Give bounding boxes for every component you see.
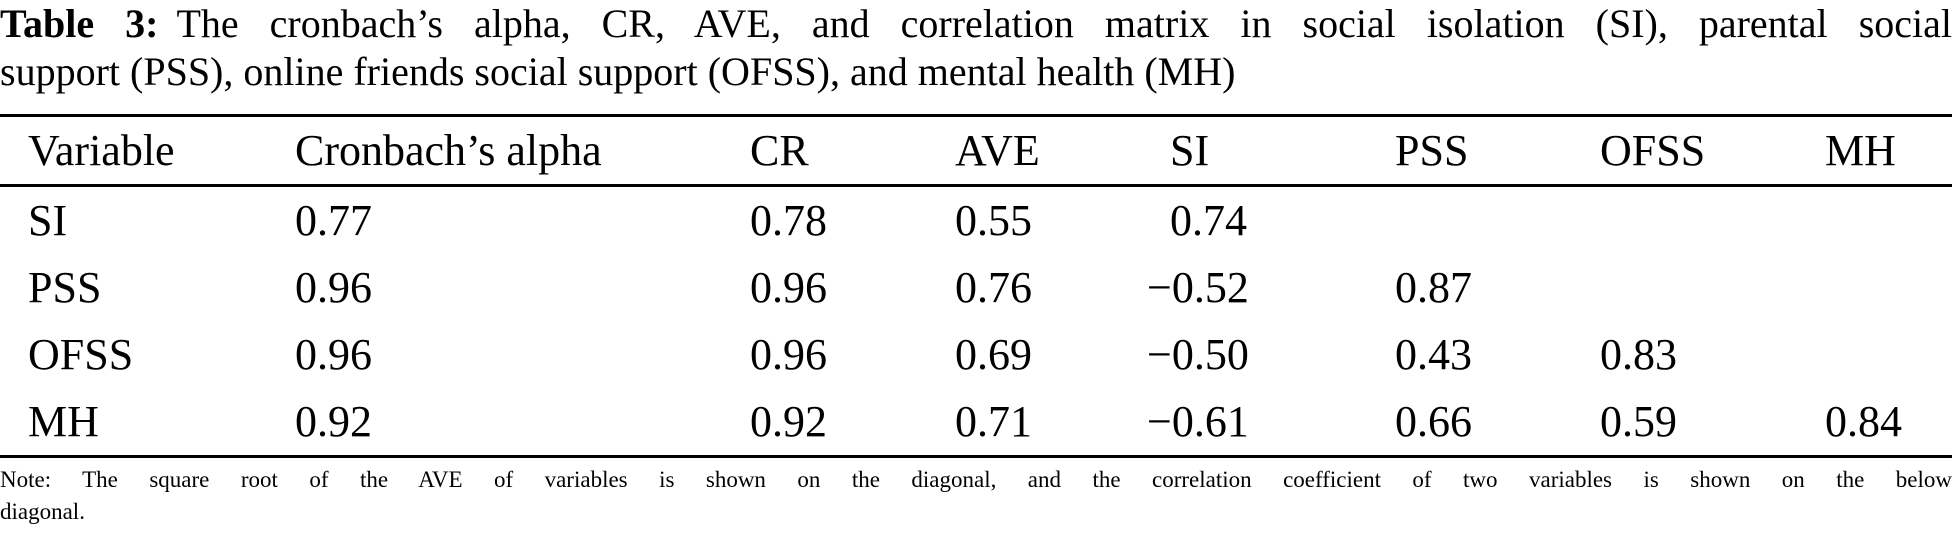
- table-cell: 0.69: [955, 330, 1032, 379]
- row-label: OFSS: [28, 330, 134, 379]
- table-cell: −0.52: [1147, 263, 1249, 312]
- table-cell: [1797, 254, 1952, 321]
- column-header-si: SI: [1142, 115, 1367, 187]
- table-cell: 0.76: [955, 263, 1032, 312]
- table-cell: −0.50: [1147, 330, 1249, 379]
- column-header-cronbachs-alpha: Cronbach’s alpha: [267, 115, 722, 187]
- caption-text-line-1: The cronbach’s alpha, CR, AVE, and corre…: [176, 1, 1952, 46]
- table-note: Note: The square root of the AVE of vari…: [0, 464, 1952, 528]
- column-header-ofss: OFSS: [1572, 115, 1797, 187]
- column-header-cr: CR: [722, 115, 927, 187]
- table-cell: 0.83: [1600, 330, 1677, 379]
- table-cell: 0.78: [750, 196, 827, 245]
- table-cell: 0.92: [750, 397, 827, 446]
- table-row-ofss: OFSS 0.96 0.96 0.69 −0.50 0.43 0.83: [0, 321, 1952, 388]
- table-cell: 0.84: [1825, 397, 1902, 446]
- note-line-1: Note: The square root of the AVE of vari…: [0, 467, 1952, 492]
- table-body: SI 0.77 0.78 0.55 0.74 PSS 0.96 0.96 0.7…: [0, 186, 1952, 457]
- table-row-si: SI 0.77 0.78 0.55 0.74: [0, 186, 1952, 255]
- table-cell: 0.71: [955, 397, 1032, 446]
- table-cell: 0.96: [750, 263, 827, 312]
- table-cell: 0.87: [1395, 263, 1472, 312]
- row-label: PSS: [28, 263, 102, 312]
- table-cell: [1797, 186, 1952, 255]
- table-cell: [1572, 186, 1797, 255]
- table-cell: [1367, 186, 1572, 255]
- row-label: SI: [28, 196, 68, 245]
- column-header-ave: AVE: [927, 115, 1142, 187]
- correlation-matrix-table: Variable Cronbach’s alpha CR AVE SI PSS …: [0, 114, 1952, 458]
- table-cell: 0.96: [750, 330, 827, 379]
- column-header-mh: MH: [1797, 115, 1952, 187]
- note-line-2: diagonal.: [0, 499, 85, 524]
- table-cell: 0.96: [295, 330, 372, 379]
- table-header: Variable Cronbach’s alpha CR AVE SI PSS …: [0, 115, 1952, 187]
- table-cell: 0.74: [1170, 196, 1247, 245]
- row-label: MH: [28, 397, 99, 446]
- table-cell: 0.55: [955, 196, 1032, 245]
- table-caption: Table 3: The cronbach’s alpha, CR, AVE, a…: [0, 0, 1952, 96]
- table-row-mh: MH 0.92 0.92 0.71 −0.61 0.66 0.59 0.84: [0, 388, 1952, 457]
- table-cell: [1797, 321, 1952, 388]
- table-cell: [1572, 254, 1797, 321]
- table-cell: 0.43: [1395, 330, 1472, 379]
- caption-line-2: support (PSS), online friends social sup…: [0, 49, 1236, 94]
- header-row: Variable Cronbach’s alpha CR AVE SI PSS …: [0, 115, 1952, 187]
- table-row-pss: PSS 0.96 0.96 0.76 −0.52 0.87: [0, 254, 1952, 321]
- table-cell: 0.92: [295, 397, 372, 446]
- caption-label: Table 3:: [0, 1, 159, 46]
- table-cell: 0.77: [295, 196, 372, 245]
- table-cell: −0.61: [1147, 397, 1249, 446]
- column-header-pss: PSS: [1367, 115, 1572, 187]
- table-cell: 0.96: [295, 263, 372, 312]
- table-cell: 0.66: [1395, 397, 1472, 446]
- column-header-variable: Variable: [0, 115, 267, 187]
- caption-line-1: Table 3: The cronbach’s alpha, CR, AVE, a…: [0, 0, 1952, 48]
- table-cell: 0.59: [1600, 397, 1677, 446]
